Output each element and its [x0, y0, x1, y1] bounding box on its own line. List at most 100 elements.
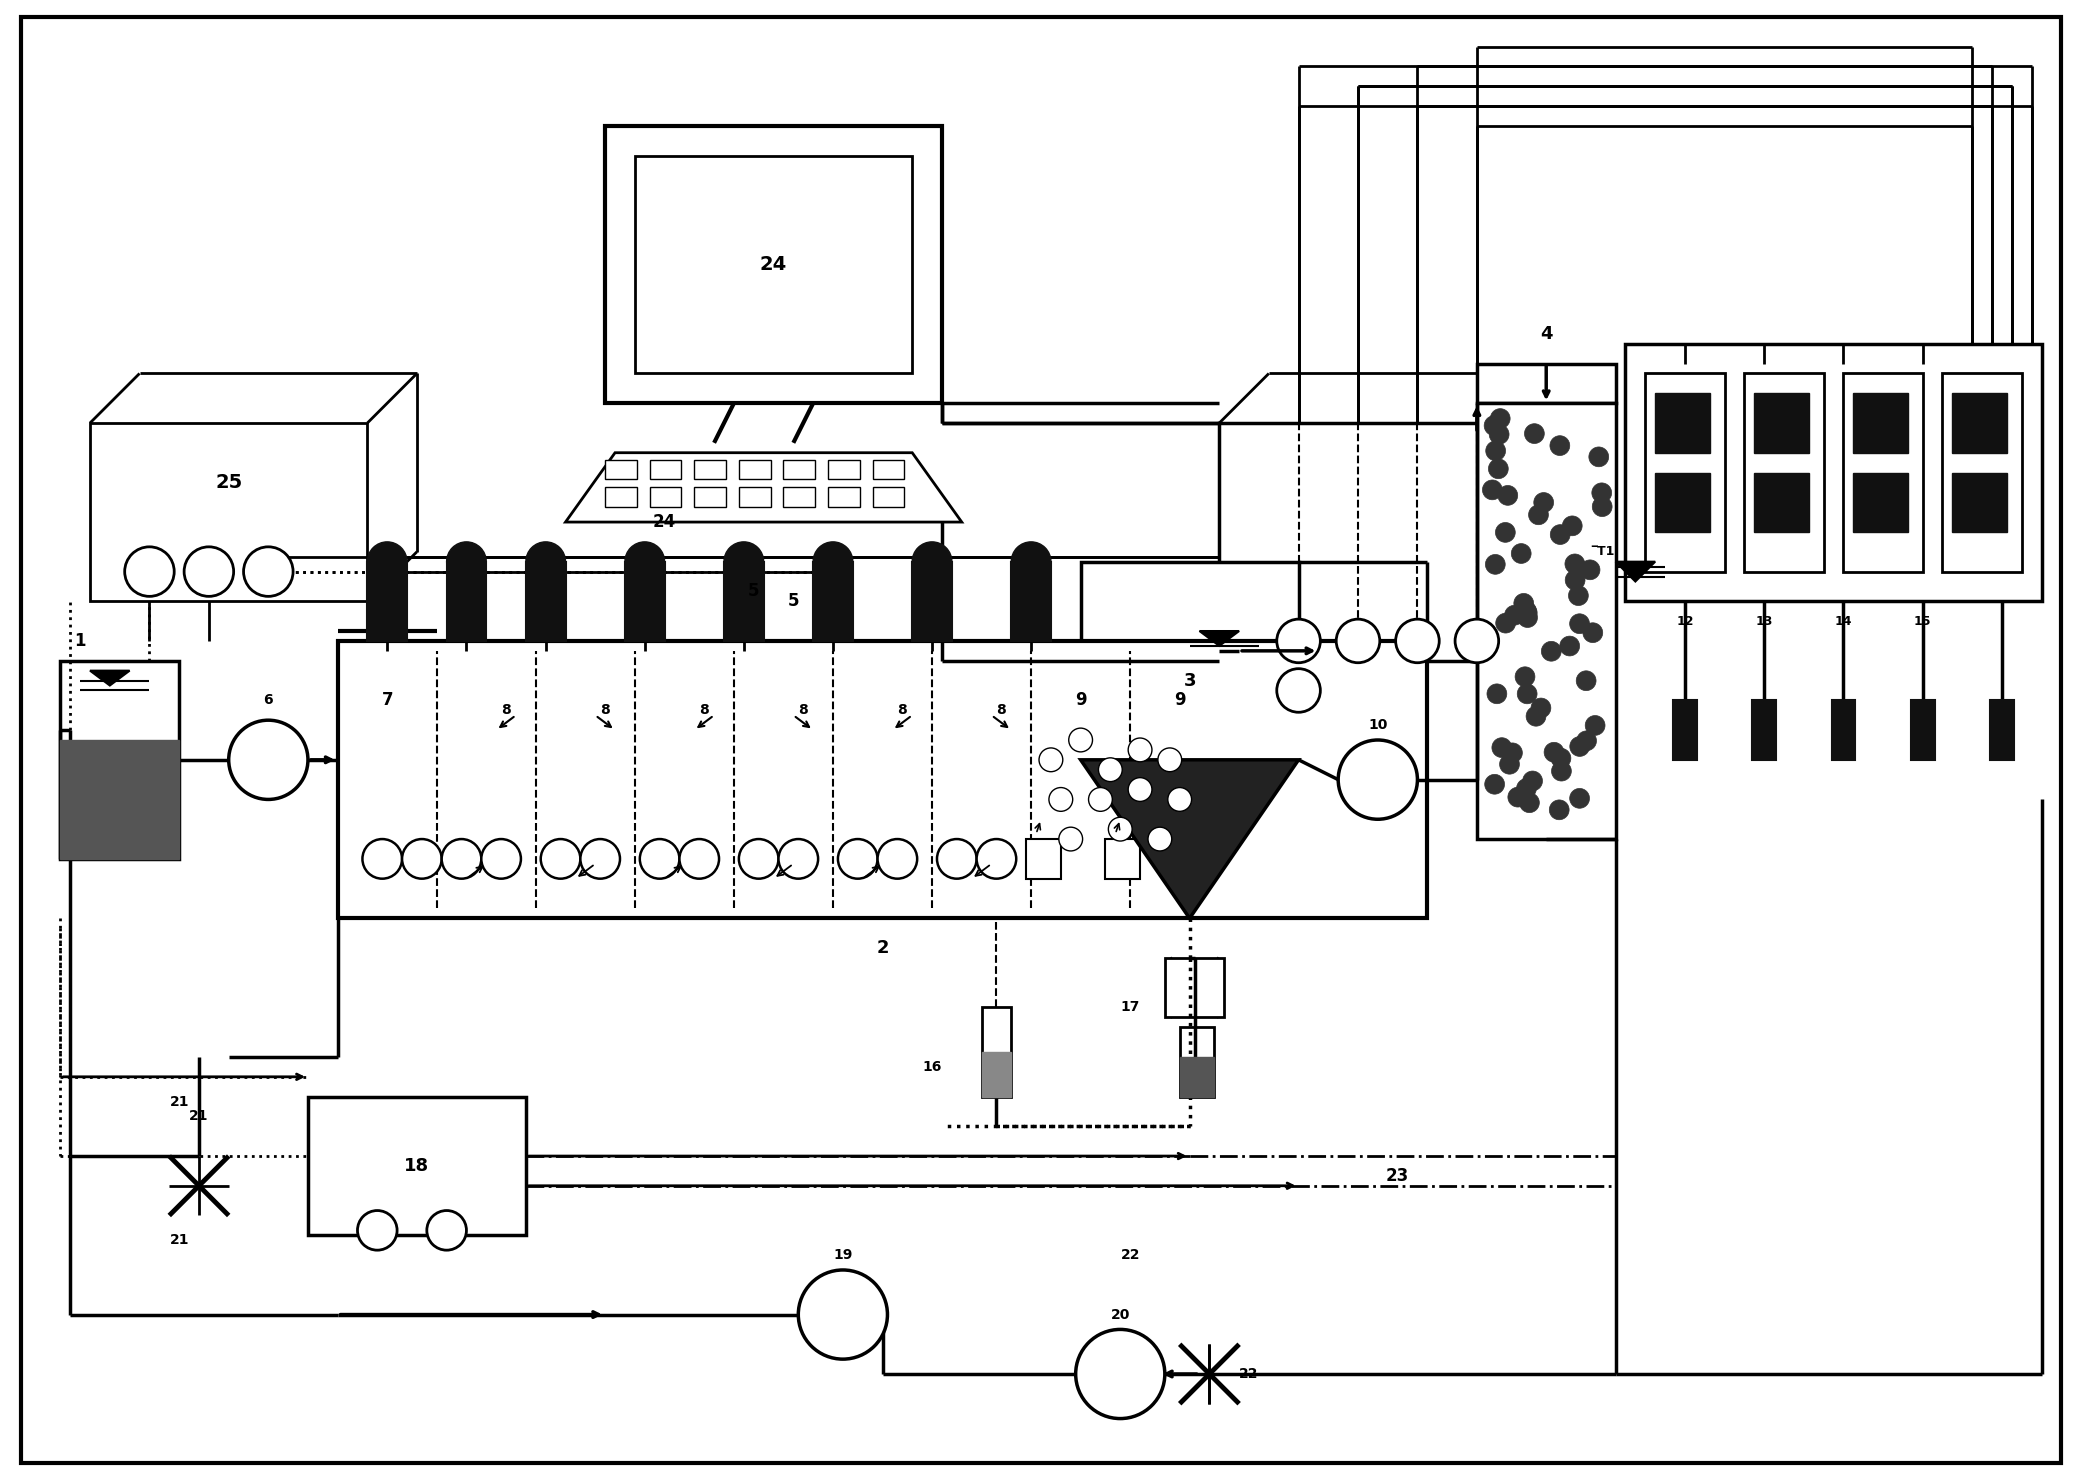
Text: 3: 3 [1183, 672, 1195, 690]
Bar [308, 1097, 527, 1236]
Circle shape [1505, 605, 1524, 625]
Circle shape [366, 542, 406, 582]
Circle shape [1089, 787, 1112, 811]
Circle shape [1518, 684, 1537, 704]
Bar [606, 460, 637, 480]
Bar [981, 1052, 1012, 1097]
Circle shape [527, 542, 566, 582]
Bar [814, 562, 854, 641]
Circle shape [1520, 793, 1539, 813]
Circle shape [725, 542, 764, 582]
Bar [60, 660, 179, 858]
Bar [90, 423, 366, 601]
Circle shape [1060, 827, 1083, 851]
Bar [1755, 394, 1809, 453]
Circle shape [358, 1211, 398, 1251]
Circle shape [1549, 435, 1570, 456]
Bar [1626, 343, 2042, 601]
Circle shape [581, 839, 620, 879]
Circle shape [1108, 817, 1133, 841]
Bar [635, 155, 912, 373]
Polygon shape [1199, 630, 1239, 645]
Circle shape [937, 839, 976, 879]
Circle shape [1495, 613, 1516, 633]
Text: 21: 21 [169, 1233, 189, 1248]
Bar [1745, 373, 1824, 571]
Circle shape [814, 542, 854, 582]
Bar [1645, 373, 1724, 571]
Circle shape [1099, 758, 1122, 781]
Text: 8: 8 [600, 703, 610, 718]
Bar [872, 487, 904, 508]
Circle shape [797, 1270, 887, 1359]
Circle shape [1516, 601, 1537, 620]
Circle shape [1487, 684, 1507, 703]
Bar [1674, 700, 1697, 759]
Circle shape [1570, 614, 1589, 633]
Bar [337, 641, 1428, 918]
Circle shape [1497, 485, 1518, 505]
Text: 8: 8 [897, 703, 908, 718]
Text: 16: 16 [922, 1060, 941, 1074]
Text: 8: 8 [502, 703, 510, 718]
Text: 9: 9 [1174, 691, 1185, 709]
Bar [1953, 472, 2007, 531]
Circle shape [1528, 505, 1549, 525]
Circle shape [1551, 761, 1572, 781]
Circle shape [1541, 641, 1562, 662]
Circle shape [1582, 623, 1603, 642]
Circle shape [1545, 743, 1564, 762]
Circle shape [639, 839, 679, 879]
Bar [693, 487, 727, 508]
Text: 25: 25 [214, 474, 242, 491]
Text: 17: 17 [1120, 1000, 1139, 1014]
Bar [1655, 472, 1709, 531]
Bar [829, 460, 860, 480]
Bar [739, 460, 770, 480]
Circle shape [448, 542, 487, 582]
Circle shape [1337, 619, 1380, 663]
Circle shape [1049, 787, 1072, 811]
Circle shape [1147, 827, 1172, 851]
Circle shape [481, 839, 520, 879]
Circle shape [1068, 728, 1093, 752]
Text: 21: 21 [169, 1095, 189, 1109]
Circle shape [1495, 522, 1516, 542]
Bar [650, 487, 681, 508]
Circle shape [1566, 570, 1584, 591]
Text: 20: 20 [1110, 1307, 1131, 1322]
Circle shape [1499, 755, 1520, 774]
Circle shape [1570, 789, 1589, 808]
Bar [1853, 472, 1907, 531]
Text: 18: 18 [404, 1157, 429, 1175]
Text: 22: 22 [1120, 1248, 1141, 1262]
Text: 7: 7 [381, 691, 393, 709]
Circle shape [1503, 743, 1522, 762]
Bar [1026, 839, 1062, 879]
Circle shape [1487, 441, 1505, 460]
Bar [1911, 700, 1934, 759]
Circle shape [1514, 593, 1534, 613]
Text: 14: 14 [1834, 614, 1853, 628]
Polygon shape [1616, 562, 1655, 582]
Circle shape [229, 721, 308, 799]
Circle shape [1593, 482, 1611, 503]
Circle shape [1484, 416, 1503, 435]
Text: 22: 22 [1239, 1368, 1260, 1381]
Bar [1953, 394, 2007, 453]
Text: ̅T1: ̅T1 [1597, 545, 1614, 558]
Circle shape [1516, 778, 1537, 798]
Circle shape [1516, 667, 1534, 687]
Circle shape [1512, 543, 1530, 564]
Circle shape [1168, 787, 1191, 811]
Circle shape [1491, 408, 1509, 428]
Circle shape [739, 839, 779, 879]
Text: 23: 23 [1387, 1166, 1410, 1185]
Circle shape [1076, 1329, 1164, 1418]
Bar [912, 562, 951, 641]
Circle shape [1489, 459, 1507, 478]
Text: 8: 8 [797, 703, 808, 718]
Bar [1081, 562, 1299, 759]
Circle shape [427, 1211, 466, 1251]
Circle shape [1484, 555, 1505, 574]
